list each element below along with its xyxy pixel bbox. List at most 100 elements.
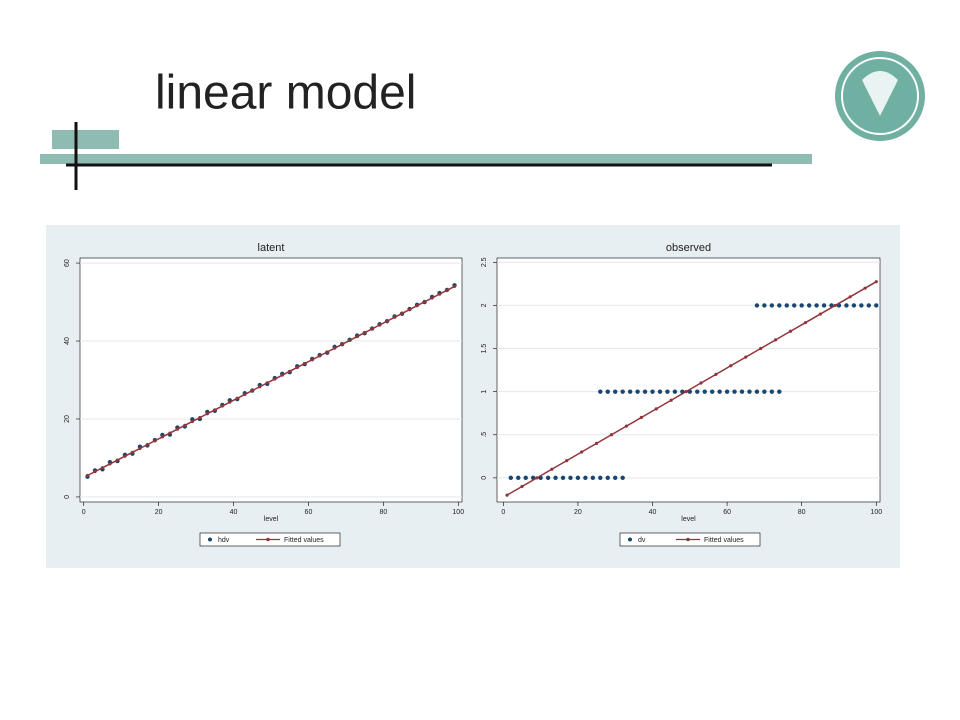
fitted-point xyxy=(175,427,179,431)
fitted-point xyxy=(355,334,359,339)
fitted-point xyxy=(183,423,187,427)
fitted-point xyxy=(639,415,643,420)
y-tick-label: 20 xyxy=(64,415,71,423)
y-tick-label: 1.5 xyxy=(481,344,488,354)
fitted-point xyxy=(803,321,808,325)
point xyxy=(598,475,603,481)
fitted-point xyxy=(265,381,269,385)
legend-label: Fitted values xyxy=(284,537,324,544)
point xyxy=(859,303,864,308)
fitted-point xyxy=(228,400,232,404)
fitted-point xyxy=(145,443,150,447)
fitted-point xyxy=(759,346,763,351)
fitted-point xyxy=(684,390,688,394)
point xyxy=(620,389,625,394)
x-tick-label: 60 xyxy=(723,509,731,516)
y-tick-label: 40 xyxy=(64,337,71,345)
fitted-point xyxy=(669,398,673,402)
fitted-point xyxy=(160,435,164,439)
x-tick-label: 80 xyxy=(379,509,387,516)
point xyxy=(545,475,551,481)
fitted-point xyxy=(258,385,262,389)
point xyxy=(672,389,678,394)
plot-area xyxy=(79,257,463,503)
point xyxy=(784,303,789,308)
point xyxy=(598,389,603,394)
fitted-point xyxy=(205,412,209,416)
x-tick-label: 20 xyxy=(574,509,582,516)
fitted-point xyxy=(550,467,554,471)
point xyxy=(613,475,618,481)
fitted-point xyxy=(130,450,135,454)
legend-label: Fitted values xyxy=(704,537,744,544)
point xyxy=(754,389,760,394)
legend-swatch xyxy=(686,537,690,542)
fitted-point xyxy=(340,342,344,346)
fitted-point xyxy=(609,433,614,437)
fitted-point xyxy=(250,389,254,393)
point xyxy=(590,475,596,481)
point xyxy=(568,475,573,481)
fitted-point xyxy=(108,462,112,466)
fitted-point xyxy=(198,416,202,420)
fitted-point xyxy=(280,373,284,377)
y-tick-label: 1 xyxy=(481,390,488,394)
fitted-point xyxy=(138,446,142,451)
fitted-point xyxy=(400,311,404,316)
logo-ring xyxy=(841,57,919,135)
x-tick-label: 0 xyxy=(82,509,86,516)
point xyxy=(874,303,879,308)
fitted-point xyxy=(624,424,629,428)
fitted-point xyxy=(168,431,172,435)
point xyxy=(553,475,558,481)
legend-swatch xyxy=(208,537,212,542)
fitted-point xyxy=(378,323,382,327)
y-tick-label: 2 xyxy=(481,303,488,307)
fitted-point xyxy=(445,288,449,292)
fitted-point xyxy=(333,346,337,350)
point xyxy=(635,389,640,394)
chart-title: observed xyxy=(666,242,711,254)
fitted-point xyxy=(863,286,867,290)
fitted-point xyxy=(565,459,569,463)
fitted-line xyxy=(506,281,877,496)
y-tick-label: 2.5 xyxy=(481,257,488,267)
decor-bar xyxy=(40,154,812,164)
x-tick-label: 60 xyxy=(305,509,313,516)
slide-title: linear model xyxy=(155,67,416,120)
legend-swatch xyxy=(628,537,632,542)
fitted-point xyxy=(452,284,457,289)
fitted-point xyxy=(407,307,412,312)
point xyxy=(777,303,782,308)
fitted-point xyxy=(580,450,584,454)
point xyxy=(605,389,610,394)
x-tick-label: 100 xyxy=(452,509,464,516)
point xyxy=(575,475,581,481)
point xyxy=(732,389,737,394)
logo-leaf xyxy=(862,71,898,116)
fitted-point xyxy=(437,292,442,296)
y-tick-label: 60 xyxy=(64,259,71,267)
legend-swatch xyxy=(266,537,270,542)
fitted-point xyxy=(93,470,97,474)
fitted-point xyxy=(714,372,718,376)
fitted-point xyxy=(273,377,277,381)
fitted-point xyxy=(520,484,524,489)
fitted-point xyxy=(115,458,120,462)
x-tick-label: 20 xyxy=(155,509,163,516)
x-tick-label: 0 xyxy=(501,509,505,516)
point xyxy=(792,303,797,308)
fitted-point xyxy=(190,419,194,424)
point xyxy=(560,475,566,481)
fitted-point xyxy=(370,327,374,331)
fitted-point xyxy=(729,364,733,368)
point xyxy=(709,389,715,394)
fitted-point xyxy=(422,300,427,304)
point xyxy=(754,303,760,308)
point xyxy=(627,389,633,394)
point xyxy=(516,475,521,481)
fitted-point xyxy=(415,304,419,308)
point xyxy=(583,475,588,481)
